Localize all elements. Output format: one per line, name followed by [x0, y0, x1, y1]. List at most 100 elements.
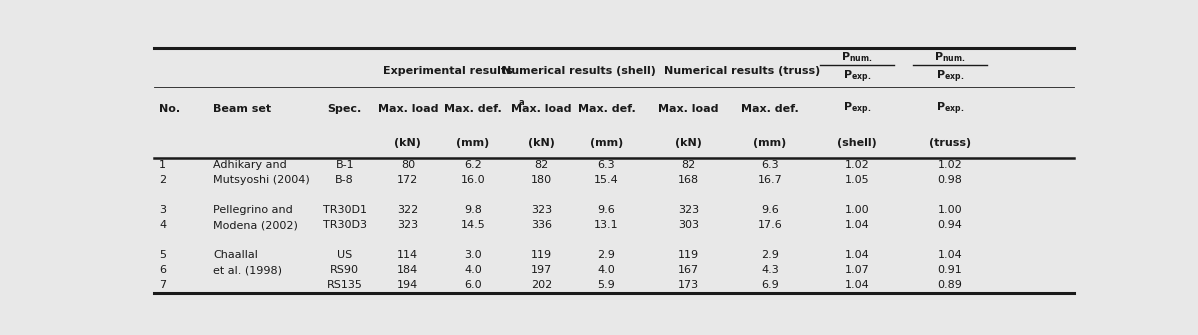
Text: Max. def.: Max. def.	[577, 104, 635, 114]
Text: 168: 168	[678, 175, 698, 185]
Text: 14.5: 14.5	[460, 220, 485, 230]
Text: 4: 4	[159, 220, 167, 230]
Text: 322: 322	[398, 205, 418, 215]
Text: 0.94: 0.94	[938, 220, 962, 230]
Text: Max. load: Max. load	[512, 104, 571, 114]
Text: 2.9: 2.9	[598, 250, 616, 260]
Text: 172: 172	[398, 175, 418, 185]
Text: Spec.: Spec.	[327, 104, 362, 114]
Text: (kN): (kN)	[528, 138, 555, 148]
Text: 323: 323	[678, 205, 698, 215]
Text: 1.00: 1.00	[845, 205, 870, 215]
Text: 2: 2	[159, 175, 167, 185]
Text: 323: 323	[531, 205, 552, 215]
Text: 180: 180	[531, 175, 552, 185]
Text: 9.8: 9.8	[464, 205, 482, 215]
Text: (truss): (truss)	[928, 138, 972, 148]
Text: 303: 303	[678, 220, 698, 230]
Text: 7: 7	[159, 280, 167, 290]
Text: 0.98: 0.98	[938, 175, 962, 185]
Text: 1.04: 1.04	[845, 250, 870, 260]
Text: 82: 82	[682, 160, 695, 170]
Text: 119: 119	[678, 250, 698, 260]
Text: Numerical results (truss): Numerical results (truss)	[664, 66, 819, 76]
Text: $\mathrm{\mathbf{P_{exp.}}}$: $\mathrm{\mathbf{P_{exp.}}}$	[936, 100, 964, 117]
Text: 6.9: 6.9	[761, 280, 779, 290]
Text: 4.3: 4.3	[761, 265, 779, 275]
Text: US: US	[337, 250, 352, 260]
Text: RS135: RS135	[327, 280, 363, 290]
Text: 197: 197	[531, 265, 552, 275]
Text: 9.6: 9.6	[761, 205, 779, 215]
Text: 1.05: 1.05	[845, 175, 870, 185]
Text: TR30D3: TR30D3	[322, 220, 367, 230]
Text: 4.0: 4.0	[598, 265, 616, 275]
Text: TR30D1: TR30D1	[322, 205, 367, 215]
Text: 1.07: 1.07	[845, 265, 870, 275]
Text: Max. def.: Max. def.	[444, 104, 502, 114]
Text: Max. load: Max. load	[658, 104, 719, 114]
Text: 9.6: 9.6	[598, 205, 616, 215]
Text: 2.9: 2.9	[761, 250, 779, 260]
Text: $\mathrm{\mathbf{P_{exp.}}}$: $\mathrm{\mathbf{P_{exp.}}}$	[843, 100, 871, 117]
Text: Mutsyoshi (2004): Mutsyoshi (2004)	[213, 175, 309, 185]
Text: $\mathrm{\mathbf{P_{exp.}}}$: $\mathrm{\mathbf{P_{exp.}}}$	[936, 68, 964, 84]
Text: 202: 202	[531, 280, 552, 290]
Text: 4.0: 4.0	[464, 265, 482, 275]
Text: B-1: B-1	[335, 160, 355, 170]
Text: Chaallal: Chaallal	[213, 250, 258, 260]
Text: 194: 194	[398, 280, 418, 290]
Text: 82: 82	[534, 160, 549, 170]
Text: (shell): (shell)	[837, 138, 877, 148]
Text: 5: 5	[159, 250, 167, 260]
Text: 323: 323	[398, 220, 418, 230]
Text: 336: 336	[531, 220, 552, 230]
Text: 119: 119	[531, 250, 552, 260]
Text: B-8: B-8	[335, 175, 355, 185]
Text: (mm): (mm)	[754, 138, 787, 148]
Text: Experimental results: Experimental results	[383, 66, 513, 76]
Text: 16.0: 16.0	[460, 175, 485, 185]
Text: No.: No.	[159, 104, 180, 114]
Text: (kN): (kN)	[394, 138, 422, 148]
Text: 3.0: 3.0	[464, 250, 482, 260]
Text: 5.9: 5.9	[598, 280, 616, 290]
Text: 80: 80	[401, 160, 415, 170]
Text: 6.3: 6.3	[761, 160, 779, 170]
Text: 6.3: 6.3	[598, 160, 616, 170]
Text: 1.04: 1.04	[845, 220, 870, 230]
Text: a: a	[519, 97, 524, 107]
Text: (kN): (kN)	[674, 138, 702, 148]
Text: Pellegrino and: Pellegrino and	[213, 205, 292, 215]
Text: et al. (1998): et al. (1998)	[213, 265, 282, 275]
Text: 3: 3	[159, 205, 167, 215]
Text: Max. def.: Max. def.	[742, 104, 799, 114]
Text: 13.1: 13.1	[594, 220, 619, 230]
Text: (mm): (mm)	[589, 138, 623, 148]
Text: 1.04: 1.04	[938, 250, 962, 260]
Text: $\mathrm{\mathbf{P_{num.}}}$: $\mathrm{\mathbf{P_{num.}}}$	[934, 50, 966, 64]
Text: 15.4: 15.4	[594, 175, 619, 185]
Text: 167: 167	[678, 265, 698, 275]
Text: 6.2: 6.2	[464, 160, 482, 170]
Text: 1.02: 1.02	[938, 160, 962, 170]
Text: Adhikary and: Adhikary and	[213, 160, 286, 170]
Text: 1.04: 1.04	[845, 280, 870, 290]
Text: 0.89: 0.89	[938, 280, 962, 290]
Text: RS90: RS90	[331, 265, 359, 275]
Text: Modena (2002): Modena (2002)	[213, 220, 298, 230]
Text: 6: 6	[159, 265, 167, 275]
Text: 6.0: 6.0	[464, 280, 482, 290]
Text: 1.00: 1.00	[938, 205, 962, 215]
Text: 184: 184	[398, 265, 418, 275]
Text: 173: 173	[678, 280, 698, 290]
Text: 1: 1	[159, 160, 167, 170]
Text: 0.91: 0.91	[938, 265, 962, 275]
Text: Beam set: Beam set	[213, 104, 271, 114]
Text: $\mathrm{\mathbf{P_{exp.}}}$: $\mathrm{\mathbf{P_{exp.}}}$	[843, 68, 871, 84]
Text: 114: 114	[398, 250, 418, 260]
Text: Max. load: Max. load	[377, 104, 438, 114]
Text: $\mathrm{\mathbf{P_{num.}}}$: $\mathrm{\mathbf{P_{num.}}}$	[841, 50, 873, 64]
Text: (mm): (mm)	[456, 138, 490, 148]
Text: 16.7: 16.7	[757, 175, 782, 185]
